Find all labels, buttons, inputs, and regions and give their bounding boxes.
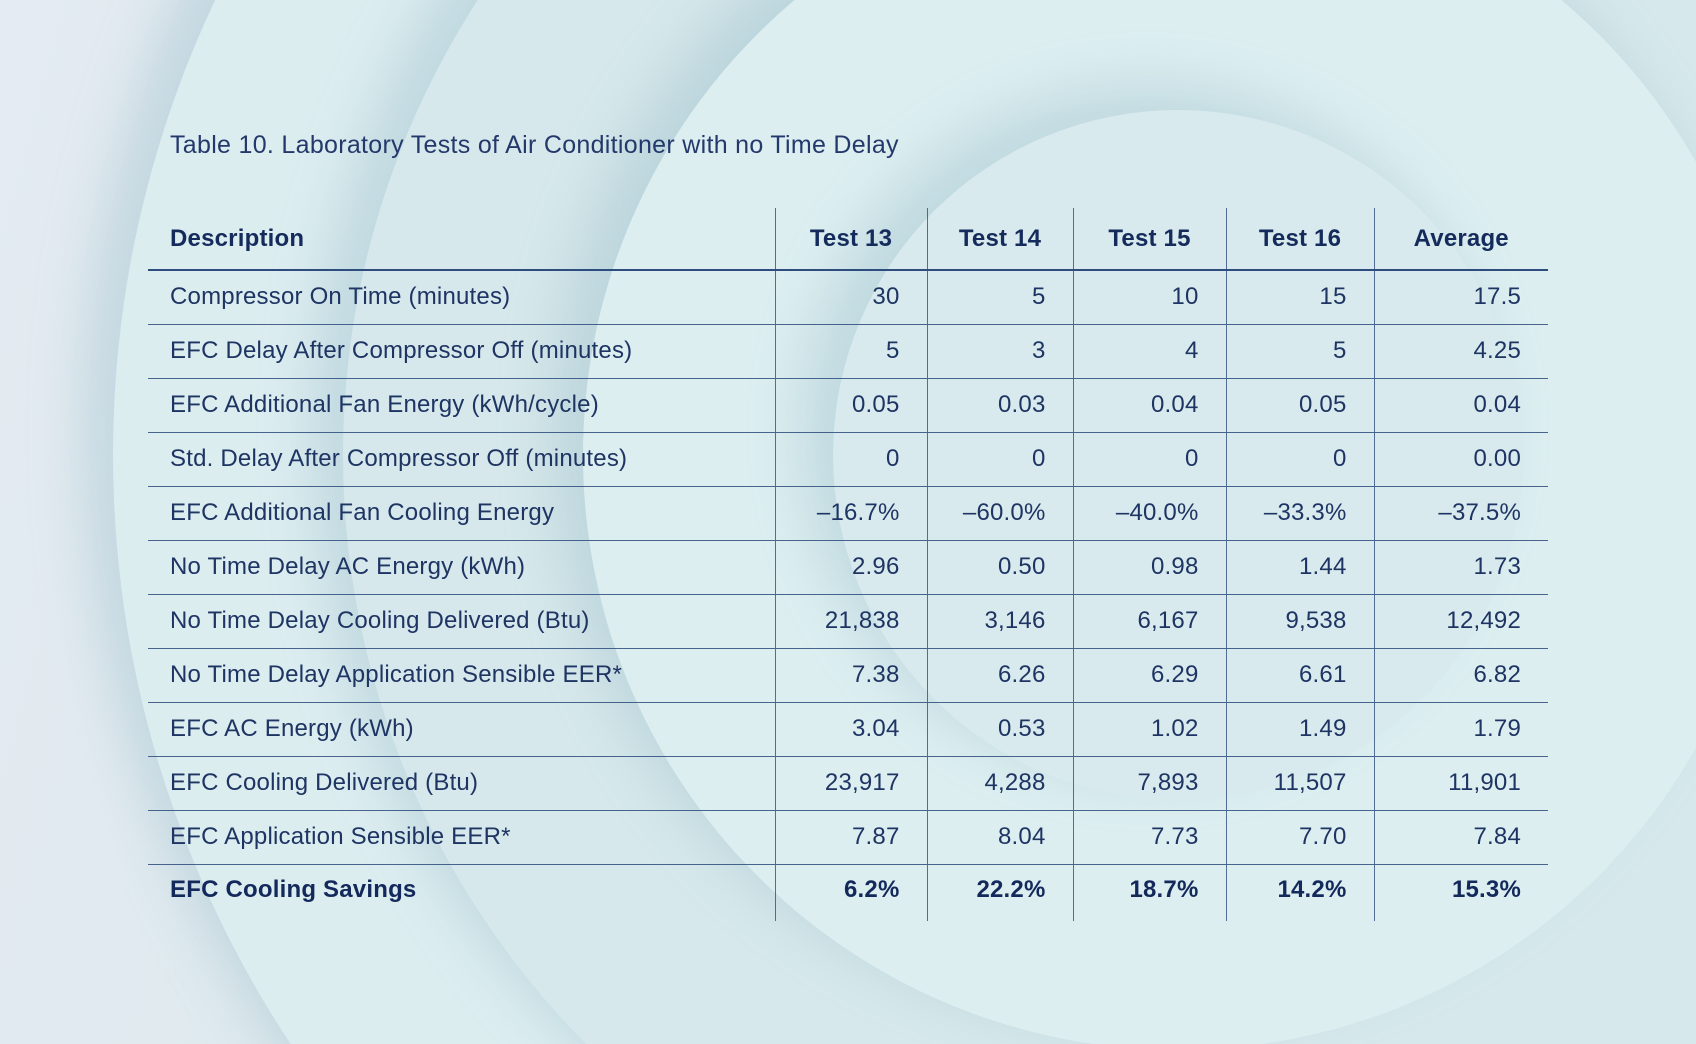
cell-value: 9,538 <box>1225 594 1374 649</box>
cell-value: 0.50 <box>926 540 1073 595</box>
cell-value: 0.98 <box>1072 540 1226 595</box>
table-row: No Time Delay Cooling Delivered (Btu) 21,… <box>148 594 1548 649</box>
cell-value: 5 <box>926 270 1073 325</box>
cell-value: 15.3% <box>1373 864 1548 921</box>
cell-value: 10 <box>1072 270 1226 325</box>
cell-value: 4.25 <box>1373 324 1548 379</box>
cell-value: 0 <box>926 432 1073 487</box>
cell-value: 6.26 <box>926 648 1073 703</box>
table-row: EFC Additional Fan Energy (kWh/cycle) 0.0… <box>148 378 1548 433</box>
row-label: EFC Delay After Compressor Off (minutes) <box>148 324 775 379</box>
cell-value: 5 <box>1225 324 1374 379</box>
cell-value: 4,288 <box>926 756 1073 811</box>
row-label: Compressor On Time (minutes) <box>148 270 775 325</box>
cell-value: 7.70 <box>1225 810 1374 865</box>
column-header-test-14: Test 14 <box>926 208 1073 271</box>
cell-value: 0.00 <box>1373 432 1548 487</box>
column-header-test-16: Test 16 <box>1225 208 1374 271</box>
table-row: No Time Delay Application Sensible EER* 7… <box>148 648 1548 703</box>
cell-value: 17.5 <box>1373 270 1548 325</box>
row-label: No Time Delay AC Energy (kWh) <box>148 540 775 595</box>
cell-value: –60.0% <box>926 486 1073 541</box>
cell-value: 7.87 <box>774 810 927 865</box>
cell-value: 1.73 <box>1373 540 1548 595</box>
cell-value: 15 <box>1225 270 1374 325</box>
cell-value: 8.04 <box>926 810 1073 865</box>
row-label: No Time Delay Application Sensible EER* <box>148 648 775 703</box>
cell-value: 0.05 <box>1225 378 1374 433</box>
table-row: Compressor On Time (minutes) 30 5 10 15 17.5 <box>148 270 1548 325</box>
row-label: EFC Additional Fan Cooling Energy <box>148 486 775 541</box>
table-row: EFC Cooling Savings 6.2% 22.2% 18.7% 14.2% 15… <box>148 864 1548 921</box>
cell-value: 0.03 <box>926 378 1073 433</box>
cell-value: 1.44 <box>1225 540 1374 595</box>
cell-value: 18.7% <box>1072 864 1226 921</box>
cell-value: –37.5% <box>1373 486 1548 541</box>
column-header-test-13: Test 13 <box>774 208 927 271</box>
cell-value: 12,492 <box>1373 594 1548 649</box>
cell-value: 7,893 <box>1072 756 1226 811</box>
cell-value: 0.53 <box>926 702 1073 757</box>
row-label: EFC Additional Fan Energy (kWh/cycle) <box>148 378 775 433</box>
cell-value: 7.73 <box>1072 810 1226 865</box>
lab-tests-table: Description Test 13 Test 14 Test 15 Test 16 A… <box>148 208 1548 921</box>
cell-value: 0 <box>1225 432 1374 487</box>
cell-value: 0.04 <box>1373 378 1548 433</box>
cell-value: 6.61 <box>1225 648 1374 703</box>
header-row: Description Test 13 Test 14 Test 15 Test 16 A… <box>148 208 1548 271</box>
cell-value: 6,167 <box>1072 594 1226 649</box>
table-title: Table 10. Laboratory Tests of Air Condit… <box>170 131 899 159</box>
cell-value: 0.05 <box>774 378 927 433</box>
cell-value: 3.04 <box>774 702 927 757</box>
cell-value: 7.84 <box>1373 810 1548 865</box>
table-row: EFC AC Energy (kWh) 3.04 0.53 1.02 1.49 1.79 <box>148 702 1548 757</box>
table-row: Std. Delay After Compressor Off (minutes… <box>148 432 1548 487</box>
column-header-test-15: Test 15 <box>1072 208 1226 271</box>
cell-value: 30 <box>774 270 927 325</box>
cell-value: 4 <box>1072 324 1226 379</box>
cell-value: –40.0% <box>1072 486 1226 541</box>
column-header-description: Description <box>148 208 775 271</box>
cell-value: 21,838 <box>774 594 927 649</box>
cell-value: 0.04 <box>1072 378 1226 433</box>
cell-value: 0 <box>774 432 927 487</box>
cell-value: 14.2% <box>1225 864 1374 921</box>
cell-value: 22.2% <box>926 864 1073 921</box>
row-label: EFC Cooling Delivered (Btu) <box>148 756 775 811</box>
row-label: EFC AC Energy (kWh) <box>148 702 775 757</box>
cell-value: 1.02 <box>1072 702 1226 757</box>
table-row: EFC Application Sensible EER* 7.87 8.04 7.7… <box>148 810 1548 865</box>
row-label: No Time Delay Cooling Delivered (Btu) <box>148 594 775 649</box>
cell-value: 2.96 <box>774 540 927 595</box>
cell-value: 11,901 <box>1373 756 1548 811</box>
cell-value: 3,146 <box>926 594 1073 649</box>
cell-value: 0 <box>1072 432 1226 487</box>
table-row: EFC Additional Fan Cooling Energy –16.7% –… <box>148 486 1548 541</box>
row-label: EFC Application Sensible EER* <box>148 810 775 865</box>
cell-value: –16.7% <box>774 486 927 541</box>
cell-value: 1.49 <box>1225 702 1374 757</box>
cell-value: –33.3% <box>1225 486 1374 541</box>
cell-value: 11,507 <box>1225 756 1374 811</box>
table-row: EFC Delay After Compressor Off (minutes)… <box>148 324 1548 379</box>
cell-value: 5 <box>774 324 927 379</box>
cell-value: 6.82 <box>1373 648 1548 703</box>
cell-value: 6.2% <box>774 864 927 921</box>
cell-value: 23,917 <box>774 756 927 811</box>
table-row: EFC Cooling Delivered (Btu) 23,917 4,288 7,… <box>148 756 1548 811</box>
row-label: EFC Cooling Savings <box>170 875 417 903</box>
column-header-average: Average <box>1373 208 1548 271</box>
cell-value: 1.79 <box>1373 702 1548 757</box>
table-row: No Time Delay AC Energy (kWh) 2.96 0.50 0.9… <box>148 540 1548 595</box>
cell-value: 3 <box>926 324 1073 379</box>
cell-value: 6.29 <box>1072 648 1226 703</box>
row-label: Std. Delay After Compressor Off (minutes… <box>148 432 775 487</box>
cell-value: 7.38 <box>774 648 927 703</box>
